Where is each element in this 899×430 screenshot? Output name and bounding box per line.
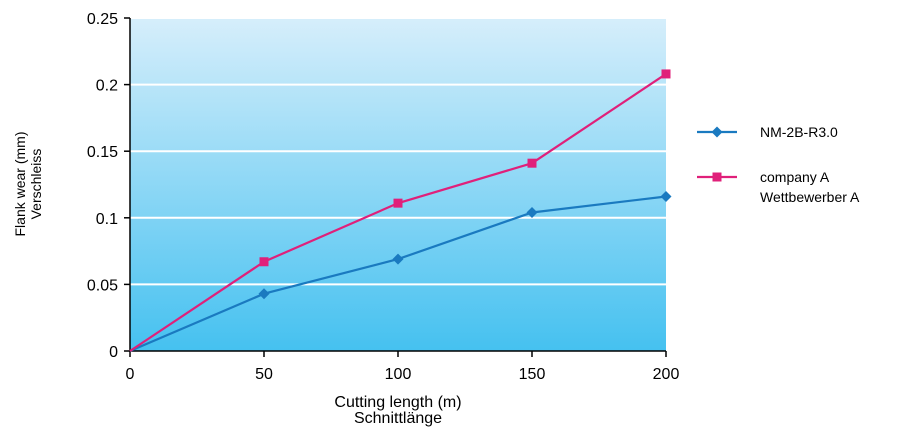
- x-tick-label: 200: [653, 366, 680, 383]
- y-axis-label-line: Flank wear (mm): [12, 131, 28, 236]
- data-point: [527, 158, 537, 168]
- x-axis-label-line: Schnittlänge: [354, 410, 442, 427]
- y-tick-label: 0: [109, 344, 118, 361]
- data-point: [258, 288, 270, 300]
- x-tick-label: 150: [519, 366, 546, 383]
- y-axis-label-line: Verschleiss: [28, 149, 44, 220]
- data-point: [661, 69, 671, 79]
- legend-label: company A Wettbewerber A: [760, 169, 860, 205]
- legend-label: NM-2B-R3.0: [760, 124, 838, 140]
- x-tick-label: 0: [126, 366, 135, 383]
- grid-lines: [130, 17, 666, 286]
- y-tick-label: 0.25: [87, 11, 118, 28]
- data-point: [392, 253, 404, 265]
- legend-marker: [711, 126, 723, 138]
- y-tick-label: 0.1: [96, 211, 118, 228]
- data-point: [393, 198, 403, 208]
- x-tick-label: 100: [385, 366, 412, 383]
- axis-ticks: 0 0.05 0.1 0.15 0.2 0.25 0 50 100 150 200: [87, 11, 680, 383]
- data-point: [259, 257, 269, 267]
- y-tick-label: 0.15: [87, 144, 118, 161]
- legend-label-line: company A: [760, 169, 830, 185]
- y-tick-label: 0.2: [96, 78, 118, 95]
- plot-area: [130, 18, 666, 351]
- legend-label-line: Wettbewerber A: [760, 189, 860, 205]
- x-axis-label: Cutting length (m) Schnittlänge: [334, 394, 461, 427]
- legend-label-line: NM-2B-R3.0: [760, 124, 838, 140]
- data-point: [526, 206, 538, 218]
- y-axis-label: Flank wear (mm)Verschleiss: [12, 131, 44, 236]
- legend-marker: [712, 172, 722, 182]
- x-axis-title: Cutting length (m) Schnittlänge: [334, 394, 461, 427]
- y-axis-title: Flank wear (mm)Verschleiss: [12, 131, 44, 236]
- x-axis-label-line: Cutting length (m): [334, 394, 461, 411]
- data-series: [129, 69, 672, 353]
- y-tick-label: 0.05: [87, 277, 118, 294]
- x-tick-label: 50: [255, 366, 273, 383]
- data-point: [660, 190, 672, 202]
- legend: NM-2B-R3.0 company A Wettbewerber A: [697, 124, 860, 205]
